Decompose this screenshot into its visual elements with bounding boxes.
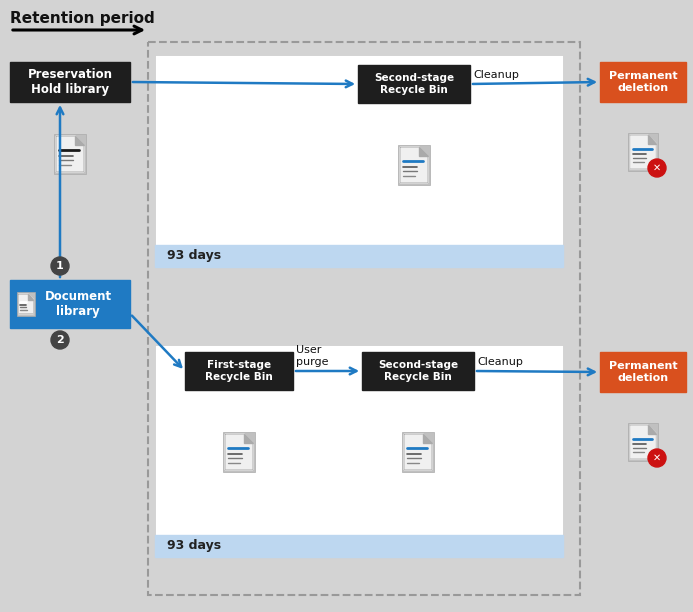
Polygon shape bbox=[648, 425, 656, 433]
Text: Preservation
Hold library: Preservation Hold library bbox=[28, 68, 112, 96]
Polygon shape bbox=[75, 136, 84, 145]
Bar bbox=[155, 345, 563, 557]
Bar bbox=[358, 65, 470, 103]
Bar bbox=[17, 293, 35, 316]
Bar bbox=[402, 432, 434, 472]
Circle shape bbox=[648, 449, 666, 467]
Circle shape bbox=[648, 159, 666, 177]
Circle shape bbox=[51, 331, 69, 349]
Polygon shape bbox=[225, 434, 253, 470]
Bar bbox=[185, 352, 293, 390]
Polygon shape bbox=[19, 294, 33, 314]
Text: First-stage
Recycle Bin: First-stage Recycle Bin bbox=[205, 360, 273, 382]
Polygon shape bbox=[630, 135, 656, 169]
Bar bbox=[628, 423, 658, 461]
Bar bbox=[10, 280, 130, 328]
Polygon shape bbox=[56, 136, 84, 172]
Circle shape bbox=[51, 257, 69, 275]
Polygon shape bbox=[648, 135, 656, 144]
Text: 1: 1 bbox=[56, 261, 64, 271]
Bar bbox=[155, 535, 563, 557]
Text: Permanent
deletion: Permanent deletion bbox=[608, 71, 677, 93]
Polygon shape bbox=[28, 294, 33, 299]
Bar bbox=[54, 134, 86, 174]
Bar bbox=[628, 133, 658, 171]
Polygon shape bbox=[423, 434, 432, 443]
Text: ✕: ✕ bbox=[653, 453, 661, 463]
Text: Cleanup: Cleanup bbox=[473, 70, 519, 80]
Bar bbox=[398, 145, 430, 185]
Polygon shape bbox=[404, 434, 432, 470]
Text: Second-stage
Recycle Bin: Second-stage Recycle Bin bbox=[378, 360, 458, 382]
Polygon shape bbox=[244, 434, 253, 443]
Bar bbox=[362, 352, 474, 390]
Text: 2: 2 bbox=[56, 335, 64, 345]
Text: Retention period: Retention period bbox=[10, 10, 155, 26]
Bar bbox=[155, 245, 563, 267]
Text: Second-stage
Recycle Bin: Second-stage Recycle Bin bbox=[374, 73, 454, 95]
Polygon shape bbox=[630, 425, 656, 459]
Bar bbox=[10, 62, 130, 102]
Bar bbox=[155, 55, 563, 267]
Bar bbox=[600, 352, 686, 392]
Text: ✕: ✕ bbox=[653, 163, 661, 173]
Bar bbox=[600, 62, 686, 102]
Text: Document
library: Document library bbox=[44, 290, 112, 318]
Text: 93 days: 93 days bbox=[167, 250, 221, 263]
Text: User
purge: User purge bbox=[296, 345, 328, 367]
Text: Cleanup: Cleanup bbox=[477, 357, 523, 367]
Polygon shape bbox=[400, 147, 428, 183]
Polygon shape bbox=[419, 147, 428, 156]
Text: 93 days: 93 days bbox=[167, 540, 221, 553]
Bar bbox=[148, 42, 580, 595]
Bar bbox=[223, 432, 255, 472]
Text: Permanent
deletion: Permanent deletion bbox=[608, 361, 677, 382]
